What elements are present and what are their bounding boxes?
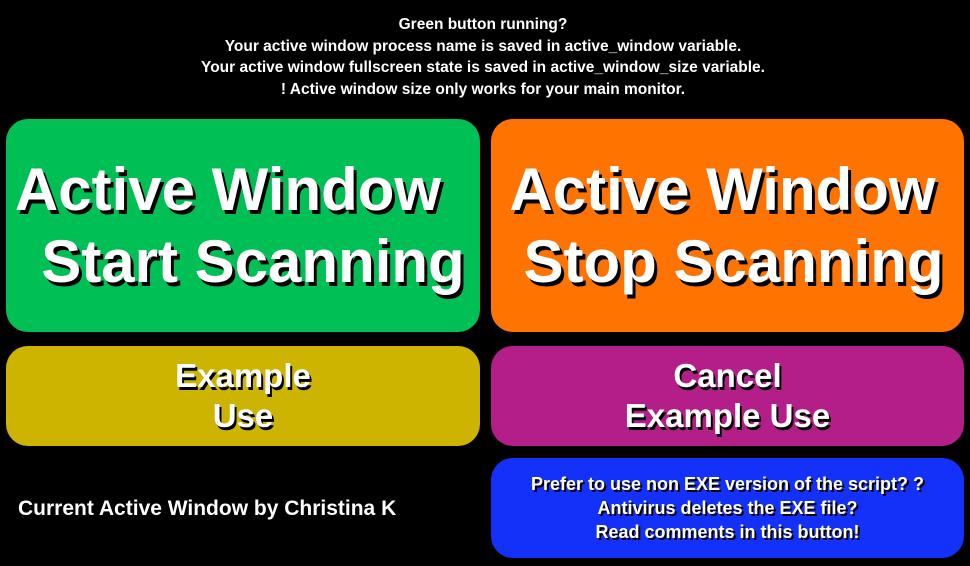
stop-scanning-button-line2: Stop Scanning [523,227,944,295]
info-line-monitor-warning: ! Active window size only works for your… [280,80,686,98]
info-line-process-name: Your active window process name is saved… [224,37,742,55]
info-line-status: Green button running? [398,16,568,33]
stop-scanning-button-line1: Active Window [509,155,936,223]
non-exe-version-button-line3: Read comments in this button! [595,522,860,542]
stop-scanning-button[interactable]: Active Window Stop Scanning [491,119,964,332]
cancel-example-use-button[interactable]: Cancel Example Use [491,346,964,446]
info-text-block: Green button running? Your active window… [0,14,966,100]
cancel-example-use-button-line1: Cancel [673,357,782,394]
start-scanning-button-line2: Start Scanning [41,227,465,295]
example-use-button[interactable]: Example Use [6,346,480,446]
info-line-fullscreen-state: Your active window fullscreen state is s… [201,59,765,76]
start-scanning-button[interactable]: Active Window Start Scanning [6,119,480,332]
non-exe-version-button[interactable]: Prefer to use non EXE version of the scr… [491,458,964,558]
start-scanning-button-line1: Active Window [14,155,442,223]
cancel-example-use-button-line2: Example Use [624,397,831,434]
non-exe-version-button-line2: Antivirus deletes the EXE file? [597,498,858,518]
example-use-button-line1: Example [175,357,311,394]
non-exe-version-button-line1: Prefer to use non EXE version of the scr… [530,474,925,494]
author-credit: Current Active Window by Christina K [18,497,397,520]
example-use-button-line2: Use [212,397,274,434]
